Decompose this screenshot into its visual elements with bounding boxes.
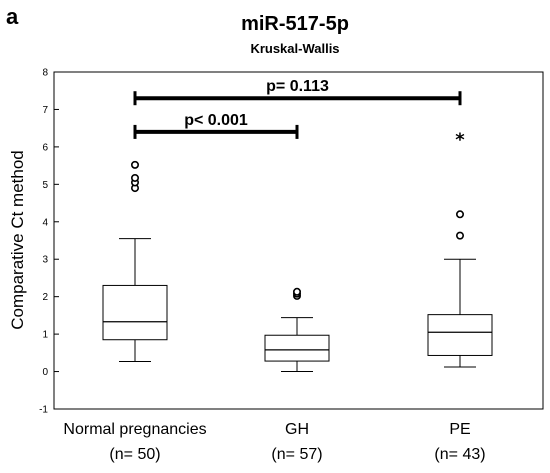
p-value-label: p= 0.113 — [266, 78, 329, 95]
box-group: * — [427, 130, 493, 368]
x-category-label: GH — [285, 421, 309, 438]
box-iqr — [427, 314, 493, 356]
x-category-label: PE — [449, 421, 470, 438]
x-category-count: (n= 57) — [271, 446, 322, 463]
outlier-point — [292, 287, 301, 296]
x-category-count: (n= 43) — [434, 446, 485, 463]
outlier-point — [455, 210, 464, 219]
x-category-count: (n= 50) — [109, 446, 160, 463]
box-group — [102, 160, 168, 362]
y-tick-label: 6 — [42, 142, 48, 153]
outlier-point — [455, 231, 464, 240]
p-value-label: p< 0.001 — [184, 112, 248, 129]
y-tick-label: 8 — [42, 68, 48, 79]
y-axis: -1 0 1 2 3 4 5 6 7 8 — [39, 68, 59, 416]
boxes: * — [102, 130, 493, 373]
extreme-outlier-point: * — [455, 130, 465, 151]
panel-label: a — [6, 4, 19, 29]
box-iqr — [264, 334, 330, 362]
y-tick-label: 0 — [42, 367, 48, 378]
y-tick-label: 4 — [42, 217, 48, 228]
chart-subtitle: Kruskal-Wallis — [250, 41, 339, 56]
x-category-label: Normal pregnancies — [63, 421, 206, 438]
y-tick-label: 1 — [42, 330, 48, 341]
outlier-point — [131, 160, 140, 169]
plot-frame — [53, 71, 544, 410]
box-group — [264, 287, 330, 373]
x-axis: Normal pregnancies (n= 50) GH (n= 57) PE (n= … — [63, 421, 485, 463]
outlier-point — [131, 173, 140, 182]
y-tick-label: 7 — [42, 105, 48, 116]
y-axis-label: Comparative Ct method — [8, 150, 27, 330]
y-tick-label: -1 — [39, 405, 48, 416]
y-tick-label: 3 — [42, 255, 48, 266]
y-tick-label: 5 — [42, 180, 48, 191]
chart-title: miR-517-5p — [241, 13, 349, 35]
significance-annotations: p< 0.001 p= 0.113 — [133, 78, 462, 139]
box-iqr — [102, 284, 168, 341]
y-tick-label: 2 — [42, 292, 48, 303]
